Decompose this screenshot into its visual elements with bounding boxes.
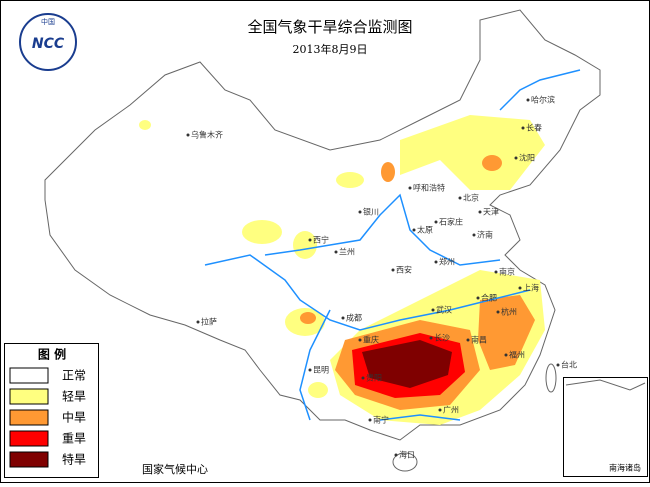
city-label: 西安 [396, 265, 412, 275]
city-dot [476, 296, 480, 300]
city-dot [472, 233, 476, 237]
inset-label: 南海诸岛 [609, 463, 641, 473]
city-dot [368, 418, 372, 422]
city-label: 兰州 [339, 247, 355, 257]
city-label: 台北 [561, 360, 577, 370]
city-label: 合肥 [481, 293, 497, 303]
legend-title: 图 例 [38, 347, 66, 362]
city-dot [394, 453, 398, 457]
city-dot [556, 363, 560, 367]
title: 全国气象干旱综合监测图 [247, 18, 412, 36]
drought-areas [139, 115, 545, 425]
city-dot [186, 133, 190, 137]
city-dot [521, 126, 525, 130]
city-label: 银川 [363, 207, 379, 217]
city-label: 西宁 [313, 235, 329, 245]
city-label: 昆明 [313, 366, 329, 375]
city-dot [361, 376, 365, 380]
city-dot [431, 308, 435, 312]
city-label: 北京 [463, 193, 479, 203]
city-label: 呼和浩特 [413, 183, 445, 193]
city-dot [434, 220, 438, 224]
city-dot [518, 286, 522, 290]
logo-country: 中国 [41, 17, 55, 26]
inset-coast [565, 379, 646, 391]
legend-swatch [9, 451, 49, 468]
city-dot [478, 210, 482, 214]
city-label: 广州 [443, 405, 459, 415]
city-dot [341, 316, 345, 320]
city-dot [358, 210, 362, 214]
city-label: 重庆 [363, 335, 379, 345]
legend-label: 中旱 [62, 410, 86, 425]
city-label: 拉萨 [201, 317, 217, 327]
footer: 国家气候中心 [142, 462, 208, 476]
city-label: 石家庄 [439, 217, 463, 227]
city-label: 海口 [399, 450, 415, 460]
city-label: 太原 [417, 225, 433, 235]
legend-swatch [9, 430, 49, 447]
city-label: 济南 [477, 230, 493, 240]
city-dot [466, 338, 470, 342]
city-label: 武汉 [436, 305, 452, 315]
city-label: 乌鲁木齐 [191, 130, 223, 140]
logo [19, 13, 77, 71]
legend-label: 特旱 [62, 452, 86, 467]
city-dot [308, 368, 312, 372]
city-label: 南昌 [471, 335, 487, 345]
city-dot [412, 228, 416, 232]
city-dot [458, 196, 462, 200]
city-dot [494, 270, 498, 274]
city-label: 长沙 [434, 333, 450, 343]
city-label: 天津 [483, 207, 499, 217]
city-label: 福州 [509, 351, 525, 360]
city-dot [504, 353, 508, 357]
legend-label: 重旱 [62, 432, 86, 446]
inset-box [563, 377, 648, 477]
city-label: 郑州 [439, 257, 455, 267]
city-label: 贵阳 [366, 373, 382, 383]
city-dot [358, 338, 362, 342]
city-dot [514, 156, 518, 160]
logo-text: NCC [32, 36, 65, 52]
legend-swatch [9, 388, 49, 405]
city-dot [429, 336, 433, 340]
city-dot [408, 186, 412, 190]
city-dot [391, 268, 395, 272]
city-dot [334, 250, 338, 254]
legend-label: 正常 [62, 369, 86, 383]
legend-swatch [9, 409, 49, 426]
city-dot [308, 238, 312, 242]
city-dot [434, 260, 438, 264]
rivers [204, 69, 581, 421]
city-labels: 乌鲁木齐拉萨西宁兰州银川呼和浩特北京天津石家庄太原济南郑州西安成都重庆武汉合肥南… [186, 95, 577, 460]
city-dot [496, 310, 500, 314]
city-dot [438, 408, 442, 412]
city-label: 上海 [523, 283, 539, 293]
taiwan [545, 363, 557, 393]
city-label: 长春 [526, 123, 542, 133]
legend-label: 轻旱 [62, 390, 86, 404]
city-label: 沈阳 [519, 153, 535, 163]
city-label: 成都 [346, 313, 362, 323]
legend-swatch [9, 367, 49, 384]
hainan [392, 452, 418, 472]
city-label: 哈尔滨 [531, 95, 555, 105]
date: 2013年8月9日 [293, 42, 368, 56]
city-label: 南京 [499, 267, 515, 277]
city-label: 南宁 [373, 415, 389, 425]
city-label: 杭州 [501, 307, 517, 317]
city-dot [196, 320, 200, 324]
city-dot [526, 98, 530, 102]
